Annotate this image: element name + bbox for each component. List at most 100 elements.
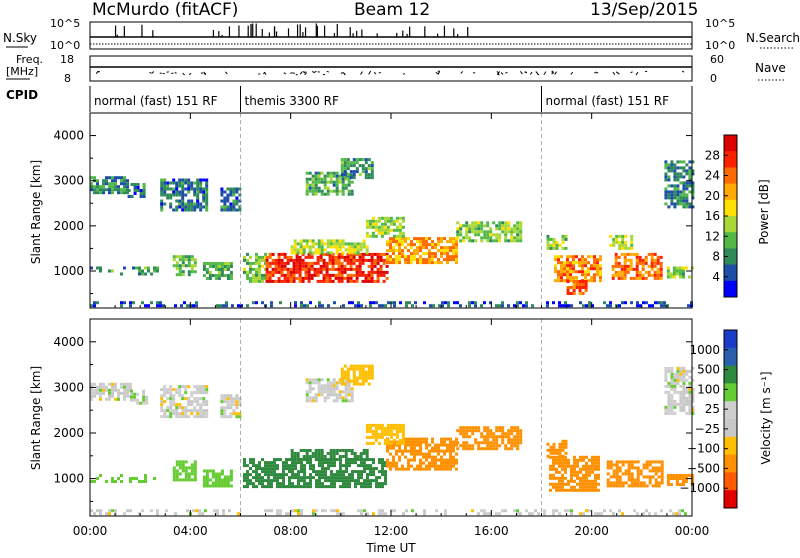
heatmap-cell [159, 301, 162, 304]
heatmap-cell [618, 256, 621, 259]
heatmap-cell [664, 406, 667, 409]
heatmap-cell [266, 262, 269, 265]
heatmap-cell [587, 270, 590, 273]
heatmap-cell [670, 397, 673, 400]
heatmap-cell [378, 424, 381, 427]
heatmap-cell [639, 277, 642, 280]
heatmap-cell [212, 482, 215, 485]
heatmap-cell [255, 268, 258, 271]
heatmap-cell [324, 470, 327, 473]
heatmap-cell [143, 189, 146, 192]
heatmap-cell [206, 473, 209, 476]
heatmap-cell [573, 489, 576, 492]
heatmap-cell [232, 412, 235, 415]
heatmap-cell [610, 484, 613, 487]
heatmap-cell [625, 469, 628, 472]
heatmap-cell [422, 462, 425, 465]
heatmap-cell [575, 270, 578, 273]
heatmap-cell [465, 429, 468, 432]
heatmap-cell [366, 442, 369, 445]
heatmap-cell [679, 190, 682, 193]
heatmap-cell [172, 403, 175, 406]
heatmap-cell [312, 242, 315, 245]
heatmap-cell [660, 256, 663, 259]
heatmap-cell [297, 461, 300, 464]
heatmap-cell [305, 268, 308, 271]
heatmap-cell [360, 476, 363, 479]
heatmap-cell [510, 438, 513, 441]
heatmap-cell [123, 389, 126, 392]
heatmap-cell [150, 273, 153, 276]
heatmap-cell [188, 270, 191, 273]
heatmap-cell [281, 271, 284, 274]
heatmap-cell [232, 194, 235, 197]
nsky-tick-bottom: 10^0 [50, 39, 80, 52]
heatmap-cell [134, 189, 137, 192]
heatmap-cell [428, 465, 431, 468]
heatmap-cell [255, 256, 258, 259]
heatmap-cell [486, 224, 489, 227]
heatmap-cell [387, 217, 390, 220]
heatmap-cell [138, 267, 141, 270]
heatmap-cell [360, 461, 363, 464]
heatmap-cell [399, 226, 402, 229]
heatmap-cell [357, 479, 360, 482]
heatmap-cell [372, 470, 375, 473]
heatmap-cell [564, 459, 567, 462]
heatmap-cell [685, 400, 688, 403]
heatmap-cell [255, 476, 258, 479]
heatmap-cell [139, 402, 142, 405]
heatmap-cell [374, 271, 377, 274]
heatmap-cell [368, 383, 371, 386]
heatmap-cell [324, 467, 327, 470]
heatmap-cell [670, 474, 673, 477]
heatmap-cell [297, 512, 300, 515]
heatmap-cell [395, 249, 398, 252]
heatmap-cell [330, 242, 333, 245]
heatmap-cell [405, 301, 408, 304]
heatmap-cell [407, 459, 410, 462]
heatmap-cell [435, 509, 438, 512]
heatmap-cell [169, 412, 172, 415]
heatmap-cell [150, 509, 153, 512]
heatmap-cell [351, 476, 354, 479]
heatmap-cell [588, 480, 591, 483]
heatmap-cell [567, 304, 570, 307]
heatmap-cell [667, 474, 670, 477]
nave-dot [149, 72, 151, 73]
heatmap-cell [93, 392, 96, 395]
heatmap-cell [636, 277, 639, 280]
heatmap-cell [321, 393, 324, 396]
heatmap-cell [275, 280, 278, 283]
heatmap-cell [175, 391, 178, 394]
heatmap-cell [156, 509, 159, 512]
heatmap-cell [309, 381, 312, 384]
heatmap-cell [513, 239, 516, 242]
heatmap-cell [229, 415, 232, 418]
heatmap-cell [416, 468, 419, 471]
heatmap-cell [676, 187, 679, 190]
heatmap-cell [676, 373, 679, 376]
heatmap-cell [425, 246, 428, 249]
heatmap-cell [372, 223, 375, 226]
heatmap-cell [581, 273, 584, 276]
nave-dot [682, 71, 684, 72]
heatmap-cell [360, 482, 363, 485]
heatmap-cell [153, 270, 156, 273]
heatmap-cell [655, 472, 658, 475]
heatmap-cell [273, 476, 276, 479]
heatmap-cell [255, 262, 258, 265]
heatmap-cell [387, 226, 390, 229]
heatmap-cell [384, 476, 387, 479]
nave-dot [361, 72, 363, 75]
heatmap-cell [685, 205, 688, 208]
heatmap-cell [297, 509, 300, 512]
heatmap-cell [425, 261, 428, 264]
heatmap-cell [160, 182, 163, 185]
heatmap-cell [362, 167, 365, 170]
heatmap-cell [378, 509, 381, 512]
heatmap-cell [664, 175, 667, 178]
heatmap-cell [390, 433, 393, 436]
heatmap-cell [175, 409, 178, 412]
heatmap-cell [682, 175, 685, 178]
